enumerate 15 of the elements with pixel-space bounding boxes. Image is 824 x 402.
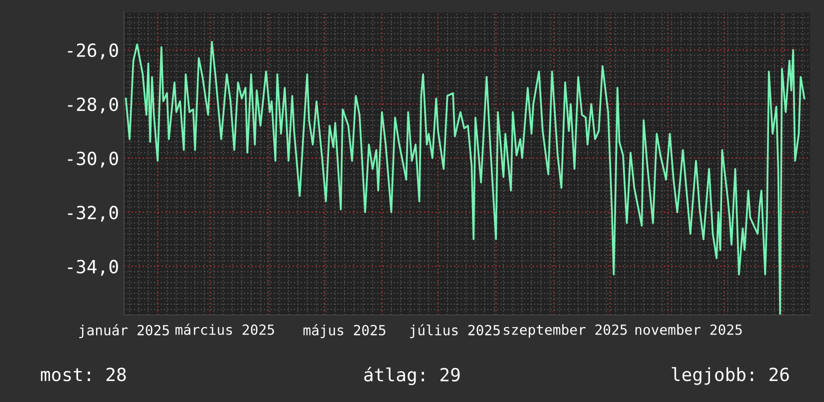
text: átlag: 29: [364, 366, 460, 386]
text: most: 28: [40, 368, 126, 382]
y-tick-label: -32,0: [68, 206, 118, 222]
x-tick-label: március 2025: [176, 324, 274, 335]
text: legjobb: 26: [672, 367, 789, 385]
x-tick-label: január 2025: [79, 324, 169, 338]
y-tick-label: -28,0: [68, 97, 118, 114]
y-tick-label: -30,0: [68, 152, 118, 168]
line-series: [124, 40, 806, 315]
y-tick-label: -34,0: [68, 260, 118, 276]
x-tick-label: május 2025: [304, 324, 386, 338]
x-tick-label: november 2025: [635, 324, 742, 335]
x-tick-label: szeptember 2025: [504, 324, 627, 338]
y-tick-label: -26,0: [68, 43, 118, 60]
x-tick-label: július 2025: [410, 324, 500, 338]
